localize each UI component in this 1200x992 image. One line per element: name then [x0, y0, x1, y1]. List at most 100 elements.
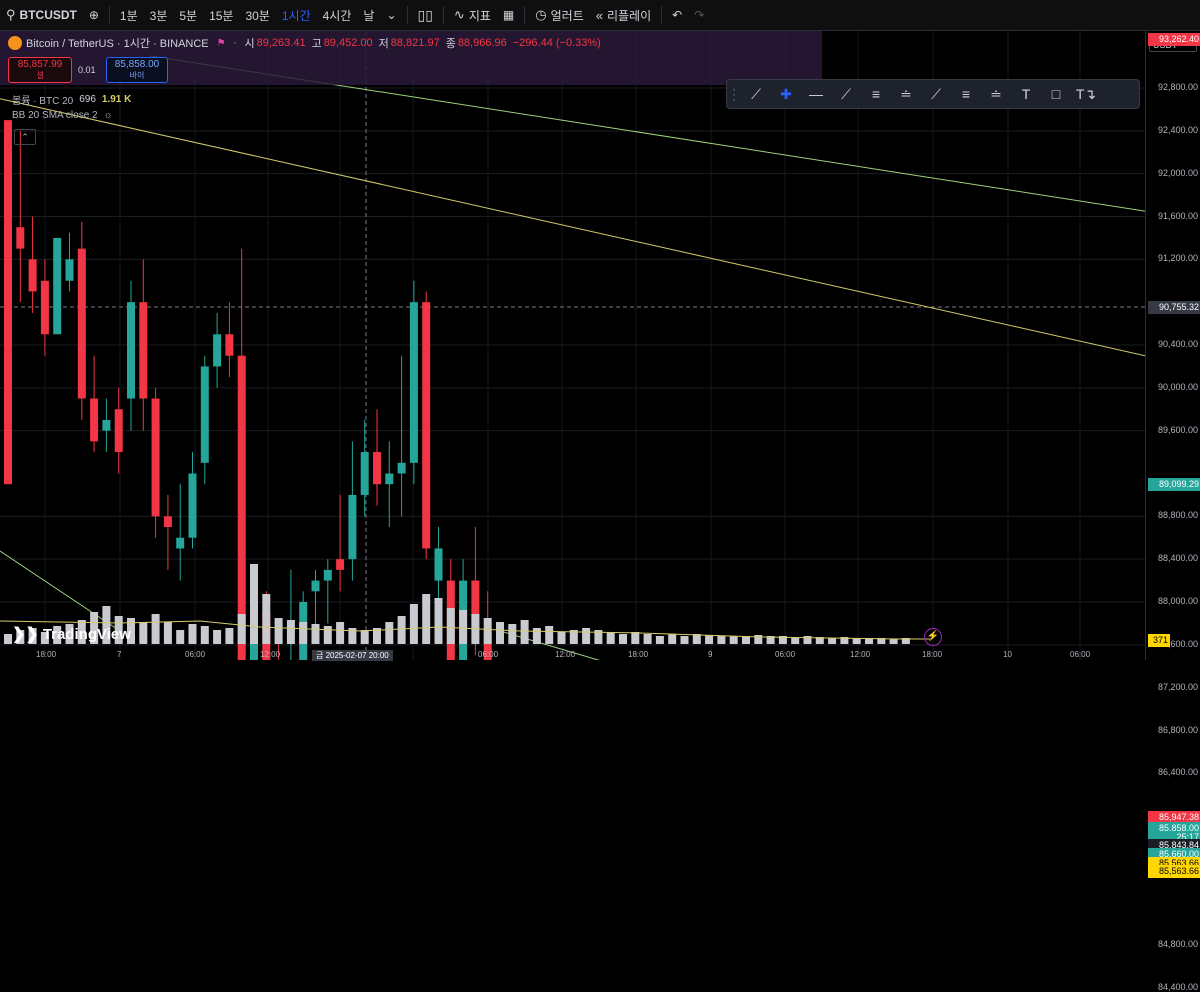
volume-value-2: 1.91 K — [101, 94, 132, 105]
price-chart[interactable] — [0, 31, 1145, 660]
volume-bar — [619, 634, 627, 644]
candle-body — [434, 548, 443, 581]
volume-bar — [274, 618, 283, 644]
bb-legend[interactable]: BB 20 SMA close 2 ☼ — [12, 110, 113, 121]
volume-bar — [53, 626, 62, 644]
volume-bar — [778, 636, 787, 644]
volume-bar — [299, 622, 308, 644]
candle-body — [53, 237, 62, 335]
interval-4h[interactable]: 4시간 — [322, 8, 352, 23]
price-tick-label: 84,800.00 — [1157, 938, 1198, 949]
fib-tool[interactable]: ≡ — [951, 81, 981, 107]
collapse-legend-button[interactable]: ⌃ — [14, 129, 36, 145]
volume-value-1: 696 — [79, 94, 96, 105]
rectangle-icon: □ — [1051, 86, 1061, 102]
eye-off-icon[interactable]: ☼ — [103, 110, 113, 121]
templates-button[interactable]: ▦ — [497, 0, 520, 30]
volume-bar — [385, 622, 394, 644]
volume-bar — [262, 594, 271, 644]
interval-dropdown[interactable]: ⌄ — [380, 0, 402, 30]
interval-1h[interactable]: 1시간 — [281, 8, 311, 23]
candle-body — [200, 366, 209, 463]
volume-legend-label: 볼륨 · BTC 20 — [12, 96, 74, 107]
volume-bar — [28, 628, 37, 644]
symbol-search[interactable]: ⚲ BTCUSDT — [0, 0, 83, 30]
price-axis[interactable]: USDT 92,800.0092,400.0092,000.0091,600.0… — [1145, 31, 1200, 992]
volume-bar — [77, 620, 86, 644]
horizontal-ray-tool[interactable]: — — [801, 81, 831, 107]
interval-day[interactable]: 날 — [363, 8, 375, 23]
buy-label: 바이 — [129, 71, 145, 80]
chevron-down-icon: ⌄ — [386, 8, 397, 22]
price-tick-label: 89,600.00 — [1157, 424, 1198, 435]
time-tick-label: 18:00 — [36, 650, 57, 659]
volume-bar — [557, 632, 566, 644]
volume-bar — [508, 624, 517, 644]
pitchfork-tool[interactable]: ⟋ — [921, 81, 951, 107]
undo-button[interactable]: ↶ — [666, 0, 688, 30]
drag-handle-icon[interactable]: ⋮ — [727, 85, 741, 102]
rewind-icon: « — [595, 7, 603, 23]
volume-bar — [90, 612, 99, 644]
volume-bar — [520, 620, 529, 644]
close-label: 종 — [445, 38, 456, 50]
crosshair-icon: ✚ — [780, 85, 792, 102]
volume-bar — [729, 636, 738, 644]
indicators-button[interactable]: ∿ 지표 — [448, 0, 497, 30]
crosshair-tool[interactable]: ✚ — [771, 81, 801, 107]
volume-bar — [815, 637, 824, 644]
volume-legend[interactable]: 볼륨 · BTC 20 696 1.91 K — [12, 92, 131, 107]
volume-bar — [692, 634, 701, 644]
divider — [406, 6, 408, 24]
volume-bar — [213, 630, 222, 644]
volume-bar — [163, 622, 172, 644]
drawing-toolbar: ⋮ ⟋ ✚ — ⟋ ≡ ≐ ⟋ ≡ ≐ T □ T↴ — [726, 79, 1140, 109]
interval-30m[interactable]: 30분 — [245, 8, 270, 23]
sell-button[interactable]: 85,857.99 셀 — [8, 57, 72, 83]
lightning-icon[interactable]: ⚡ — [924, 628, 942, 646]
candle-body — [151, 398, 160, 517]
volume-bar — [127, 618, 135, 644]
volume-bar — [545, 626, 554, 644]
ray-icon: ⟋ — [841, 85, 851, 102]
rectangle-tool[interactable]: □ — [1041, 81, 1071, 107]
volume-bar — [286, 620, 295, 644]
interval-5m[interactable]: 5분 — [179, 8, 198, 23]
interval-1m[interactable]: 1분 — [119, 8, 138, 23]
fib-channel-icon: ≐ — [990, 85, 1002, 102]
replay-button[interactable]: « 리플레이 — [590, 0, 657, 30]
interval-3m[interactable]: 3분 — [149, 8, 168, 23]
time-tick-label: 18:00 — [628, 650, 649, 659]
chart-type-button[interactable]: ▯▯ — [412, 0, 439, 30]
redo-button[interactable]: ↷ — [688, 0, 710, 30]
volume-tag: 371 — [1148, 634, 1170, 647]
eye-dot-icon[interactable]: ⋅ — [233, 37, 237, 48]
indicators-icon: ∿ — [453, 7, 465, 22]
candle-body — [28, 259, 37, 292]
volume-bar — [865, 638, 873, 644]
compare-button[interactable]: ⊕ — [83, 0, 105, 30]
alert-button[interactable]: ◷ 얼러트 — [529, 0, 589, 30]
open-value: 89,263.41 — [256, 37, 306, 49]
volume-bar — [852, 638, 861, 644]
flag-icon[interactable]: ⚑ — [216, 37, 226, 49]
time-tick-label: 06:00 — [478, 650, 499, 659]
replay-label: 리플레이 — [606, 8, 652, 23]
volume-bar — [114, 616, 123, 644]
regression-tool[interactable]: ≐ — [891, 81, 921, 107]
text-format-tool[interactable]: T↴ — [1071, 81, 1101, 107]
ray-tool[interactable]: ⟋ — [831, 81, 861, 107]
volume-bar — [680, 636, 689, 644]
fib-channel-tool[interactable]: ≐ — [981, 81, 1011, 107]
text-tool[interactable]: T — [1011, 81, 1041, 107]
interval-15m[interactable]: 15분 — [209, 8, 234, 23]
trendline-tool[interactable]: ⟋ — [741, 81, 771, 107]
price-tick-label: 92,400.00 — [1157, 124, 1198, 135]
pitchfork-icon: ⟋ — [931, 85, 941, 102]
parallel-channel-tool[interactable]: ≡ — [861, 81, 891, 107]
price-tick-label: 84,400.00 — [1157, 981, 1198, 992]
time-axis[interactable]: 18:00 7 06:00 12:00 18:00 06:00 12:00 18:00 9 06:… — [0, 650, 1145, 661]
plus-circle-icon: ⊕ — [88, 8, 99, 22]
symbol-name: BTCUSDT — [19, 8, 77, 22]
buy-button[interactable]: 85,858.00 바이 — [106, 57, 168, 83]
